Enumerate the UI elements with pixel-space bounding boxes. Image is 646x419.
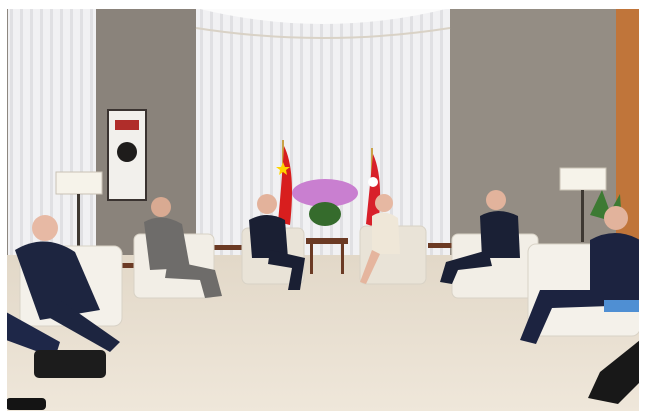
ceiling-edge xyxy=(195,27,451,39)
person-foreground xyxy=(588,340,640,404)
legs xyxy=(50,300,120,352)
scene xyxy=(6,8,641,412)
head xyxy=(151,197,171,217)
table-leg xyxy=(341,244,344,274)
folder xyxy=(604,300,640,312)
flag-china xyxy=(278,146,292,225)
lamp-pole xyxy=(77,194,80,250)
orchid-leaves xyxy=(309,202,341,226)
shoe xyxy=(6,398,46,410)
legs xyxy=(440,250,492,284)
suit xyxy=(480,211,520,258)
person xyxy=(15,215,120,352)
lamp-pole xyxy=(581,190,584,242)
flag-star xyxy=(276,162,290,175)
flag-hong-kong xyxy=(366,154,381,228)
suit xyxy=(144,217,190,270)
suit xyxy=(590,233,640,305)
lamp-shade xyxy=(559,167,607,191)
person xyxy=(520,206,640,344)
head xyxy=(257,194,277,214)
head xyxy=(32,215,58,241)
table-leg xyxy=(310,244,313,274)
person xyxy=(360,194,400,284)
bag xyxy=(34,350,106,378)
flag-flower xyxy=(368,177,378,187)
person xyxy=(440,190,520,284)
photo-border xyxy=(5,7,641,413)
side-table xyxy=(214,245,244,250)
legs xyxy=(165,260,222,298)
right-wall-panel xyxy=(450,8,618,258)
lamp-shade xyxy=(55,171,103,195)
legs xyxy=(520,290,610,344)
person xyxy=(249,194,305,290)
left-curtain xyxy=(8,8,96,258)
ceiling xyxy=(196,8,450,24)
suit xyxy=(15,241,100,320)
artwork-mark xyxy=(117,142,137,162)
head xyxy=(375,194,393,212)
orchid xyxy=(292,179,358,207)
table xyxy=(306,238,348,244)
legs xyxy=(360,250,380,284)
head xyxy=(486,190,506,210)
person xyxy=(144,197,222,298)
person-legs xyxy=(6,312,60,358)
legs xyxy=(268,250,305,290)
artwork-red xyxy=(115,120,139,130)
suit xyxy=(249,215,288,258)
dress xyxy=(372,212,400,254)
head xyxy=(604,206,628,230)
side-table xyxy=(428,243,454,248)
